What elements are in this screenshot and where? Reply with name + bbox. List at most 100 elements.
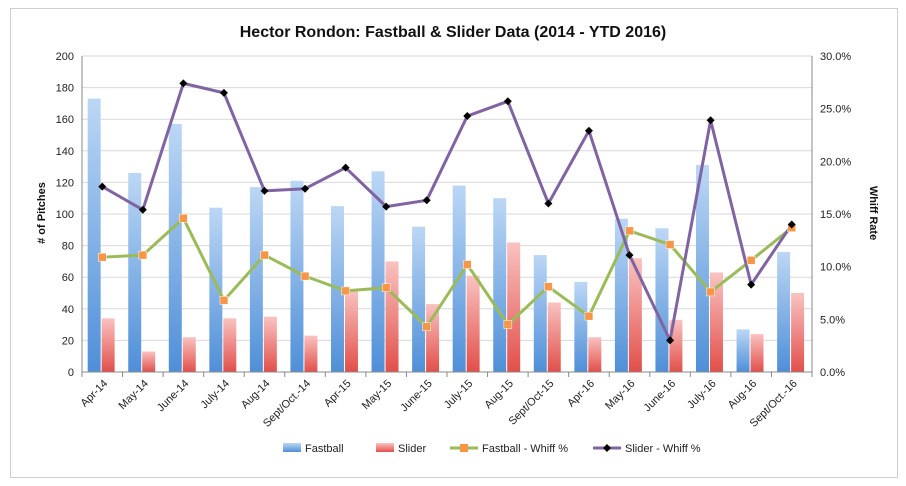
x-tick-label: Apr-16: [565, 378, 597, 410]
bar-fastball: [493, 198, 507, 372]
legend-swatch: [283, 443, 301, 452]
fastball-whiff-marker: [422, 322, 431, 331]
fastball-whiff-line: [102, 216, 793, 329]
legend-item: Slider: [376, 443, 426, 455]
x-tick-label: May-14: [117, 378, 151, 412]
y-tick-label: 160: [56, 114, 74, 126]
fastball-whiff-marker: [463, 260, 472, 269]
fastball-whiff-marker: [706, 287, 715, 297]
bar-slider: [385, 261, 399, 372]
chart-title: Hector Rondon: Fastball & Slider Data (2…: [240, 24, 666, 41]
legend-marker: [603, 444, 611, 452]
y2-tick-label: 15.0%: [820, 209, 851, 221]
slider-whiff-marker: [666, 336, 675, 345]
bar-fastball: [168, 123, 182, 372]
bar-slider: [263, 316, 277, 372]
legend-item: Fastball: [283, 443, 344, 455]
y-axis-label: # of Pitches: [36, 182, 48, 244]
fastball-whiff-marker: [381, 283, 391, 292]
y2-tick-label: 25.0%: [820, 104, 851, 116]
bar-fastball: [128, 172, 142, 372]
legend-item: Fastball - Whiff %: [450, 443, 568, 455]
y-tick-label: 180: [56, 83, 74, 95]
legend-marker: [460, 444, 468, 452]
bar-slider: [791, 293, 805, 372]
bar-fastball: [87, 98, 101, 372]
fastball-whiff-marker: [625, 226, 634, 236]
y-tick-label: 80: [62, 241, 74, 253]
bar-slider: [304, 335, 318, 372]
bar-slider: [101, 318, 115, 372]
bar-slider: [750, 334, 764, 372]
bar-series: [87, 98, 805, 372]
y2-tick-label: 10.0%: [820, 262, 851, 274]
y-tick-label: 20: [62, 335, 74, 347]
y2-tick-label: 5.0%: [820, 314, 845, 326]
x-tick-label: Aug-15: [482, 378, 516, 412]
legend-label: Fastball - Whiff %: [482, 443, 568, 455]
bar-slider: [507, 242, 521, 372]
x-tick-label: July-16: [685, 378, 719, 412]
x-tick-label: May-15: [360, 378, 394, 412]
bar-slider: [182, 337, 196, 372]
bar-slider: [547, 302, 561, 372]
y-tick-label: 200: [56, 51, 74, 63]
slider-whiff-marker: [301, 184, 310, 193]
x-tick-label: July-14: [199, 378, 233, 412]
legend-item: Slider - Whiff %: [593, 443, 701, 455]
fastball-whiff-marker: [665, 240, 675, 249]
bar-fastball: [412, 226, 426, 372]
y2-axis-label: Whiff Rate: [867, 186, 879, 240]
y-tick-label: 140: [56, 146, 74, 158]
fastball-whiff-marker: [544, 282, 553, 291]
x-tick-label: July-15: [442, 378, 476, 412]
y-tick-label: 100: [56, 209, 74, 221]
bar-fastball: [533, 255, 547, 372]
bar-slider: [344, 289, 358, 372]
x-tick-label: May-16: [603, 378, 637, 412]
bar-slider: [628, 258, 642, 372]
legend-label: Slider - Whiff %: [625, 443, 701, 455]
bar-slider: [142, 351, 156, 372]
bar-fastball: [574, 281, 588, 372]
slider-whiff-marker: [138, 205, 147, 214]
line-series: [98, 79, 796, 345]
slider-whiff-marker: [706, 116, 715, 125]
bar-slider: [588, 337, 602, 372]
y-tick-label: 40: [62, 304, 74, 316]
slider-whiff-marker: [625, 251, 634, 260]
fastball-whiff-marker: [341, 286, 350, 296]
bar-fastball: [736, 329, 750, 372]
bar-slider: [709, 272, 723, 372]
x-tick-label: June-14: [155, 378, 192, 415]
fastball-whiff-marker: [503, 320, 513, 329]
bar-slider: [223, 318, 237, 372]
y2-tick-label: 20.0%: [820, 156, 851, 168]
slider-whiff-marker: [584, 126, 593, 135]
legend-label: Fastball: [305, 443, 344, 455]
y-tick-labels: 0 20 40 60 80 100 120 140 160 180 200: [56, 51, 74, 379]
y2-tick-label: 30.0%: [820, 51, 851, 63]
y-tick-label: 0: [68, 367, 74, 379]
fastball-whiff-marker: [746, 256, 756, 265]
x-tick-label: Aug-14: [239, 378, 273, 412]
slider-whiff-marker: [98, 182, 107, 191]
slider-whiff-marker: [747, 280, 756, 289]
legend-swatch: [376, 443, 394, 452]
bar-fastball: [290, 180, 304, 372]
fastball-whiff-marker: [260, 250, 269, 260]
slider-whiff-marker: [260, 186, 269, 195]
y2-tick-label: 0.0%: [820, 367, 845, 379]
bar-fastball: [696, 165, 709, 372]
axes: [81, 56, 813, 377]
bar-fastball: [371, 171, 385, 372]
slider-whiff-marker: [463, 112, 472, 121]
fastball-whiff-marker: [138, 250, 148, 260]
bar-fastball: [249, 187, 263, 372]
slider-whiff-marker: [179, 79, 188, 88]
fastball-whiff-marker: [300, 271, 310, 281]
slider-whiff-marker: [787, 220, 796, 229]
y2-tick-labels: 0.0% 5.0% 10.0% 15.0% 20.0% 25.0% 30.0%: [820, 51, 851, 379]
bar-fastball: [209, 207, 223, 372]
